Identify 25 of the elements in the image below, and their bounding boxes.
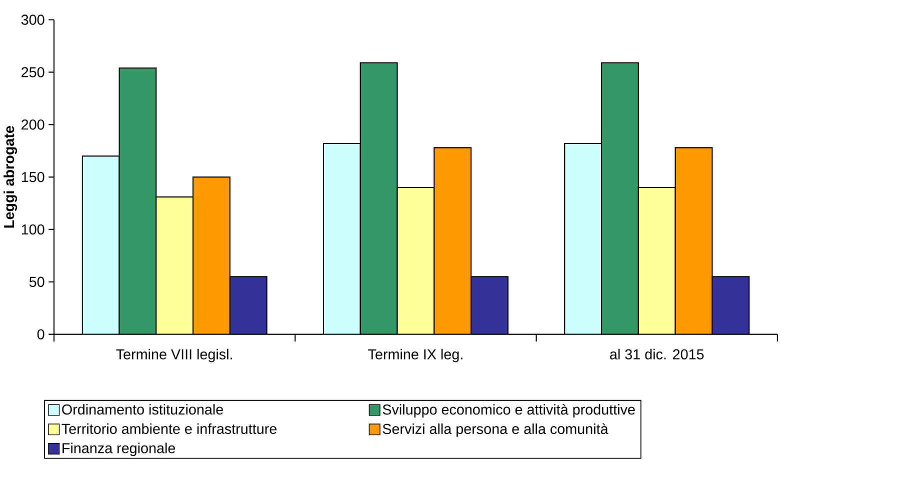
legend-label: Ordinamento istituzionale bbox=[62, 404, 223, 414]
bar bbox=[434, 148, 472, 334]
y-tick-label: 150 bbox=[22, 172, 44, 182]
bar bbox=[674, 147, 713, 334]
y-tick-label: 50 bbox=[29, 276, 44, 287]
x-tick-label: al 31 dic. 2015 bbox=[610, 348, 704, 360]
x-tick-label: Termine IX leg. bbox=[368, 348, 462, 362]
legend-label: Servizi alla persona e alla comunità bbox=[382, 423, 608, 437]
y-axis-title: Leggi abrogate bbox=[4, 126, 18, 228]
bar bbox=[193, 176, 230, 334]
bar bbox=[156, 196, 194, 334]
bar bbox=[712, 276, 750, 334]
bar bbox=[471, 276, 508, 334]
bar bbox=[397, 187, 434, 334]
legend-label: Territorio ambiente e infrastrutture bbox=[62, 423, 277, 434]
bar bbox=[638, 186, 676, 334]
y-tick-label: 300 bbox=[21, 14, 44, 25]
bar bbox=[230, 276, 267, 334]
y-tick-label: 250 bbox=[22, 66, 44, 78]
y-tick-label: 0 bbox=[37, 329, 44, 340]
x-tick-label: Termine VIII legisl. bbox=[116, 348, 232, 362]
legend-label: Sviluppo economico e attività produttive bbox=[382, 404, 635, 418]
y-tick-label: 200 bbox=[22, 119, 44, 130]
legend-label: Finanza regionale bbox=[62, 442, 176, 456]
y-tick-label: 100 bbox=[22, 224, 44, 234]
